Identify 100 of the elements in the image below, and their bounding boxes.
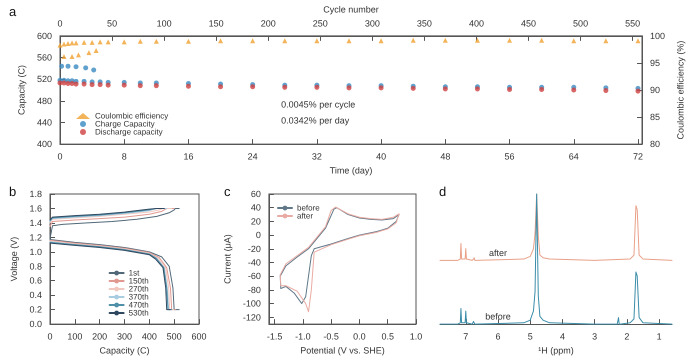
x-tick-label: 4 bbox=[560, 332, 565, 342]
y-tick-label: 600 bbox=[36, 30, 52, 41]
x-tick-label: 300 bbox=[116, 332, 132, 342]
chart-title: a bbox=[9, 4, 17, 19]
x-tick-label: 7 bbox=[463, 332, 468, 342]
x2-tick-label: 150 bbox=[208, 18, 224, 28]
x2-tick-label: 550 bbox=[625, 18, 640, 28]
x-tick-label: -0.5 bbox=[323, 332, 339, 342]
legend-label: after bbox=[297, 212, 314, 220]
x-tick-label: 40 bbox=[376, 152, 386, 162]
x2-tick-label: 50 bbox=[107, 18, 118, 28]
x-tick-label: 0.0 bbox=[353, 332, 366, 342]
y-tick-label: 1.6 bbox=[29, 203, 42, 214]
y-tick-label: 1.4 bbox=[29, 218, 42, 228]
y-tick-label: 0.4 bbox=[29, 290, 42, 300]
y2-tick-label: 80 bbox=[650, 139, 660, 150]
chart-title: d bbox=[439, 184, 446, 199]
series-label: before bbox=[485, 312, 511, 322]
x-axis-title: ¹H (ppm) bbox=[538, 346, 574, 356]
y-tick-label: 0.6 bbox=[29, 276, 42, 286]
legend-label: 1st bbox=[128, 268, 140, 278]
x-tick-label: 200 bbox=[92, 332, 108, 342]
x2-tick-label: 100 bbox=[156, 18, 172, 28]
chart-title: b bbox=[9, 184, 16, 199]
y-axis-title: Current (μA) bbox=[222, 234, 232, 284]
y2-tick-label: 85 bbox=[650, 112, 660, 122]
annotation: 0.0045% per cycle bbox=[281, 100, 356, 110]
y-tick-label: 1.8 bbox=[29, 189, 42, 199]
y-tick-label: 560 bbox=[36, 52, 52, 63]
y-tick-label: 480 bbox=[36, 96, 52, 106]
y-tick-label: 1.2 bbox=[29, 232, 42, 242]
legend-label: before bbox=[297, 204, 320, 212]
x-axis-title: Capacity (C) bbox=[99, 346, 150, 356]
y-tick-label: 440 bbox=[36, 117, 52, 128]
y-tick-label: -60 bbox=[248, 271, 261, 282]
series-label: after bbox=[488, 248, 508, 258]
y-tick-label: 40 bbox=[250, 202, 261, 213]
legend-label: Charge Capacity bbox=[95, 120, 155, 128]
x-tick-label: 64 bbox=[568, 152, 579, 162]
y-tick-label: -100 bbox=[242, 298, 261, 309]
x-tick-label: 24 bbox=[248, 152, 258, 162]
x-tick-label: 1.0 bbox=[410, 332, 422, 342]
chart-title: c bbox=[224, 184, 231, 199]
x-tick-label: 6 bbox=[495, 332, 501, 342]
x-tick-label: 5 bbox=[528, 332, 533, 342]
x-tick-label: 0.5 bbox=[381, 332, 394, 342]
x-axis-title: Time (day) bbox=[330, 166, 372, 176]
x-tick-label: -1.5 bbox=[266, 332, 282, 342]
x2-tick-label: 250 bbox=[312, 18, 328, 28]
x-tick-label: 600 bbox=[191, 332, 207, 342]
annotation: 0.0342% per day bbox=[281, 116, 350, 126]
x2-axis-title: Cycle number bbox=[323, 4, 379, 14]
y-tick-label: 0.2 bbox=[29, 304, 42, 315]
legend-label: 370th bbox=[128, 292, 149, 302]
x-tick-label: 0 bbox=[57, 152, 63, 162]
x2-tick-label: 450 bbox=[521, 18, 536, 28]
x-tick-label: 3 bbox=[592, 332, 598, 342]
y-tick-label: -120 bbox=[242, 312, 261, 322]
y-tick-label: 520 bbox=[36, 74, 52, 84]
y-tick-label: -20 bbox=[248, 244, 261, 254]
y2-tick-label: 100 bbox=[650, 30, 666, 41]
x-tick-label: 8 bbox=[122, 152, 127, 162]
x2-tick-label: 0 bbox=[57, 18, 63, 28]
x-tick-label: 2 bbox=[624, 332, 630, 342]
y-tick-label: 20 bbox=[250, 216, 261, 226]
x-tick-label: 16 bbox=[183, 152, 194, 162]
y-tick-label: -40 bbox=[248, 257, 261, 268]
y2-tick-label: 95 bbox=[650, 58, 660, 68]
x-tick-label: 32 bbox=[312, 152, 322, 162]
y-axis-title: Capacity (C) bbox=[16, 64, 27, 116]
x2-tick-label: 400 bbox=[468, 18, 484, 28]
legend-label: 150th bbox=[128, 276, 149, 286]
y2-tick-label: 90 bbox=[650, 85, 660, 95]
legend-label: 470th bbox=[128, 300, 149, 310]
x2-tick-label: 500 bbox=[573, 18, 588, 28]
legend-label: Discharge capacity bbox=[95, 128, 163, 136]
x-tick-label: 1 bbox=[656, 332, 662, 342]
y-tick-label: 1.0 bbox=[29, 246, 42, 257]
x2-tick-label: 300 bbox=[364, 18, 380, 28]
y-tick-label: -80 bbox=[248, 284, 261, 295]
x-tick-label: 72 bbox=[632, 152, 643, 162]
legend-label: 270th bbox=[128, 284, 149, 294]
x-tick-label: 56 bbox=[504, 152, 515, 162]
x-axis-title: Potential (V vs. SHE) bbox=[300, 346, 385, 356]
y-tick-label: 60 bbox=[250, 189, 261, 199]
x2-tick-label: 350 bbox=[416, 18, 432, 28]
x-tick-label: 400 bbox=[142, 332, 157, 342]
y-axis-title: Voltage (V) bbox=[9, 236, 20, 282]
y-tick-label: 400 bbox=[36, 139, 52, 150]
legend-label: Coulombic efficiency bbox=[95, 112, 168, 120]
y-tick-label: 0 bbox=[256, 230, 261, 240]
y2-axis-title: Coulombic efficiency (%) bbox=[675, 40, 686, 140]
x-tick-label: 500 bbox=[166, 332, 182, 342]
x-tick-label: 100 bbox=[67, 332, 82, 342]
legend-label: 530th bbox=[128, 308, 149, 318]
y-tick-label: 0.0 bbox=[29, 319, 42, 330]
x-tick-label: 48 bbox=[440, 152, 450, 162]
x-tick-label: -1.0 bbox=[295, 332, 311, 342]
y-tick-label: 0.8 bbox=[29, 261, 42, 272]
x2-tick-label: 200 bbox=[260, 18, 276, 28]
